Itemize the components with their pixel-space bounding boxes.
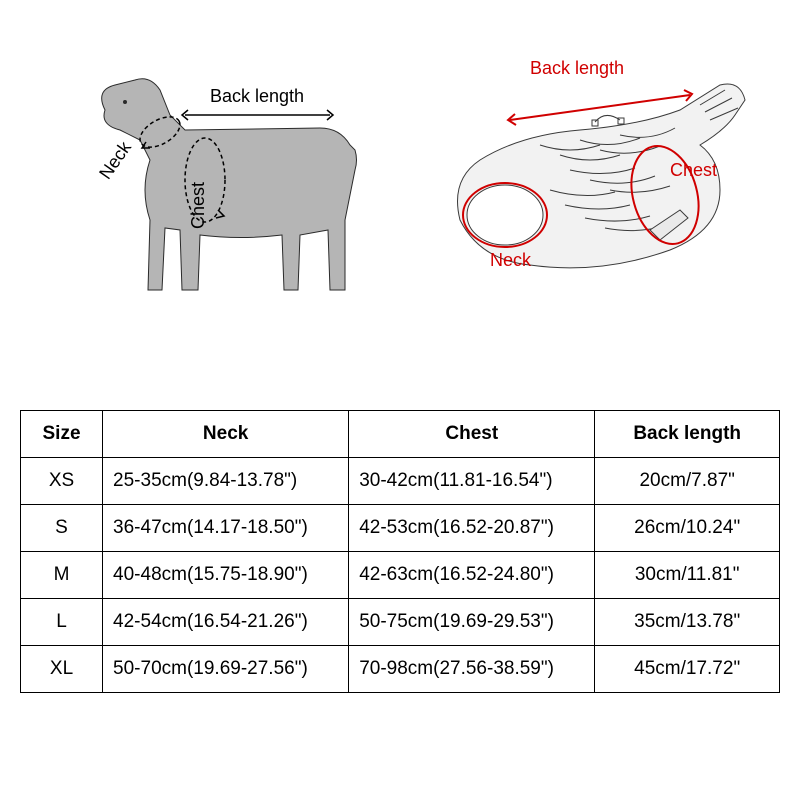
cell-neck: 50-70cm(19.69-27.56"): [103, 646, 349, 693]
jacket-measurement-diagram: Back length Neck Chest: [420, 50, 760, 330]
dog-measurement-diagram: Back length Neck Chest: [40, 60, 400, 340]
cell-size: M: [21, 552, 103, 599]
table-row: L 42-54cm(16.54-21.26") 50-75cm(19.69-29…: [21, 599, 780, 646]
cell-size: S: [21, 505, 103, 552]
cell-neck: 40-48cm(15.75-18.90"): [103, 552, 349, 599]
th-size: Size: [21, 411, 103, 458]
table-row: S 36-47cm(14.17-18.50") 42-53cm(16.52-20…: [21, 505, 780, 552]
cell-back: 45cm/17.72": [595, 646, 780, 693]
jacket-chest-label: Chest: [670, 160, 717, 181]
cell-size: XS: [21, 458, 103, 505]
cell-back: 20cm/7.87": [595, 458, 780, 505]
diagram-area: Back length Neck Chest: [20, 20, 780, 390]
jacket-neck-label: Neck: [490, 250, 531, 271]
cell-chest: 42-53cm(16.52-20.87"): [349, 505, 595, 552]
table-header-row: Size Neck Chest Back length: [21, 411, 780, 458]
jacket-back-length-label: Back length: [530, 58, 624, 79]
size-chart-table-wrap: Size Neck Chest Back length XS 25-35cm(9…: [20, 410, 780, 693]
table-row: XS 25-35cm(9.84-13.78") 30-42cm(11.81-16…: [21, 458, 780, 505]
dog-chest-label: Chest: [188, 182, 209, 229]
cell-back: 26cm/10.24": [595, 505, 780, 552]
size-chart-table: Size Neck Chest Back length XS 25-35cm(9…: [20, 410, 780, 693]
cell-neck: 36-47cm(14.17-18.50"): [103, 505, 349, 552]
table-row: M 40-48cm(15.75-18.90") 42-63cm(16.52-24…: [21, 552, 780, 599]
th-neck: Neck: [103, 411, 349, 458]
cell-neck: 42-54cm(16.54-21.26"): [103, 599, 349, 646]
dog-back-length-label: Back length: [210, 86, 304, 107]
cell-chest: 70-98cm(27.56-38.59"): [349, 646, 595, 693]
th-chest: Chest: [349, 411, 595, 458]
cell-neck: 25-35cm(9.84-13.78"): [103, 458, 349, 505]
cell-size: XL: [21, 646, 103, 693]
cell-back: 30cm/11.81": [595, 552, 780, 599]
cell-size: L: [21, 599, 103, 646]
jacket-sketch-svg: [420, 50, 760, 330]
cell-chest: 30-42cm(11.81-16.54"): [349, 458, 595, 505]
cell-chest: 50-75cm(19.69-29.53"): [349, 599, 595, 646]
cell-back: 35cm/13.78": [595, 599, 780, 646]
table-row: XL 50-70cm(19.69-27.56") 70-98cm(27.56-3…: [21, 646, 780, 693]
th-back: Back length: [595, 411, 780, 458]
cell-chest: 42-63cm(16.52-24.80"): [349, 552, 595, 599]
